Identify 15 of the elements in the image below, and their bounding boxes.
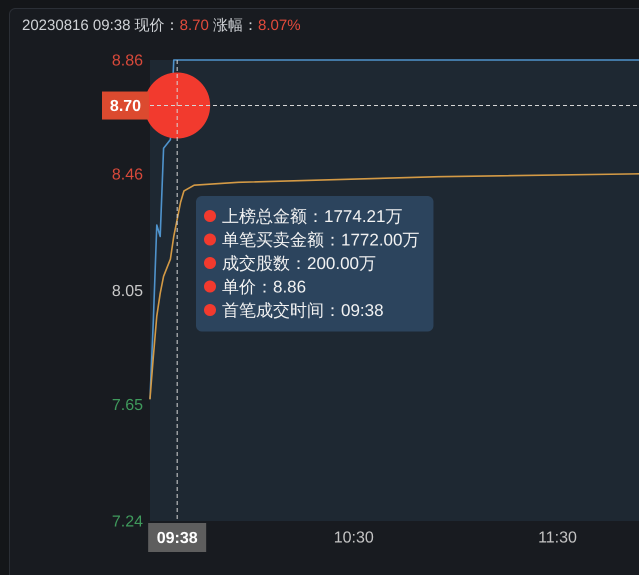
y-tick: 7.24 [112, 514, 143, 531]
annotation: 单价：8.86 [222, 277, 306, 296]
y-tick: 7.65 [112, 396, 143, 414]
annotation: 首笔成交时间：09:38 [222, 300, 384, 320]
annotation: 单笔买卖金额：1772.00万 [222, 230, 420, 250]
annotation: 上榜总金额：1774.21万 [222, 206, 402, 226]
ref-label: 8.70 [110, 98, 142, 116]
title: 20230816 09:38 现价：8.70 涨幅：8.07% [22, 17, 301, 34]
x-tick: 11:30 [538, 530, 577, 547]
y-tick: 8.86 [112, 52, 143, 70]
x-tick: 10:30 [334, 530, 374, 547]
ref-label: 09:38 [156, 530, 198, 548]
y-tick: 8.46 [112, 166, 143, 184]
y-tick: 8.05 [112, 283, 143, 300]
annotation: 成交股数：200.00万 [222, 254, 376, 273]
